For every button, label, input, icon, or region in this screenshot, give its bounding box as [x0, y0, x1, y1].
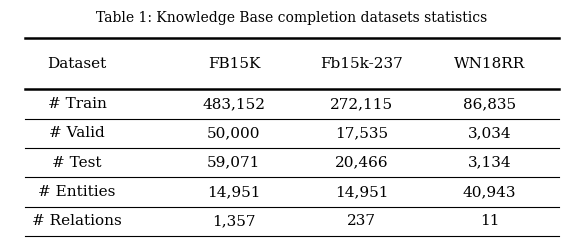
Text: # Valid: # Valid [49, 126, 105, 140]
Text: FB15K: FB15K [208, 57, 260, 71]
Text: Fb15k-237: Fb15k-237 [321, 57, 403, 71]
Text: # Entities: # Entities [39, 185, 116, 199]
Text: 17,535: 17,535 [335, 126, 388, 140]
Text: 237: 237 [347, 214, 376, 229]
Text: # Relations: # Relations [32, 214, 122, 229]
Text: 14,951: 14,951 [335, 185, 388, 199]
Text: # Test: # Test [52, 156, 102, 170]
Text: 86,835: 86,835 [463, 97, 516, 111]
Text: WN18RR: WN18RR [454, 57, 525, 71]
Text: Table 1: Knowledge Base completion datasets statistics: Table 1: Knowledge Base completion datas… [96, 11, 488, 25]
Text: 14,951: 14,951 [207, 185, 260, 199]
Text: 11: 11 [480, 214, 499, 229]
Text: 3,134: 3,134 [468, 156, 512, 170]
Text: Dataset: Dataset [47, 57, 106, 71]
Text: 59,071: 59,071 [207, 156, 260, 170]
Text: 272,115: 272,115 [330, 97, 393, 111]
Text: # Train: # Train [47, 97, 106, 111]
Text: 50,000: 50,000 [207, 126, 260, 140]
Text: 1,357: 1,357 [212, 214, 256, 229]
Text: 20,466: 20,466 [335, 156, 388, 170]
Text: 483,152: 483,152 [203, 97, 265, 111]
Text: 40,943: 40,943 [463, 185, 516, 199]
Text: 3,034: 3,034 [468, 126, 512, 140]
